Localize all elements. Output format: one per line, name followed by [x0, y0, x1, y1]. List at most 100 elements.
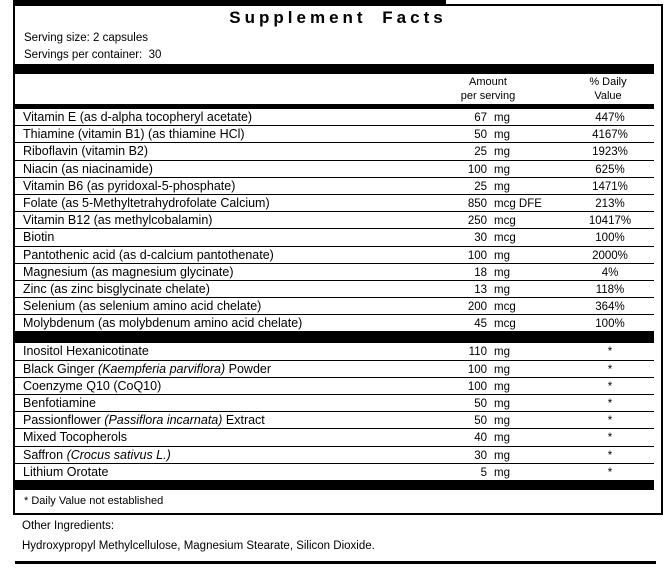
amount-unit: mg — [494, 112, 510, 124]
table-row: Niacin (as niacinamide) 100 mg 625% — [15, 161, 654, 178]
servings-per-container-text: Servings per container: 30 — [24, 49, 162, 61]
amount-value: 850 — [467, 197, 487, 210]
daily-value: 1471% — [592, 180, 628, 193]
amount-unit: mg — [494, 380, 510, 393]
amount-value: 25 — [474, 146, 487, 159]
header-divider-bar — [15, 104, 654, 109]
ingredient-name: Biotin — [23, 230, 55, 245]
ingredient-name: Pantothenic acid (as d-calcium pantothen… — [23, 247, 274, 262]
amount-value: 25 — [474, 180, 487, 193]
table-row: Lithium Orotate 5 mg * — [15, 464, 654, 481]
daily-value: 100% — [595, 318, 625, 331]
nutrient-table-section-2: Inositol Hexanicotinate 110 mg * Black G… — [15, 343, 654, 481]
amount-value: 250 — [467, 215, 487, 228]
daily-value: 4% — [601, 266, 619, 279]
table-row: Thiamine (vitamin B1) (as thiamine HCl) … — [15, 126, 654, 144]
amount-unit: mg — [494, 266, 510, 279]
thick-divider-bar-bottom — [15, 480, 654, 490]
daily-value: 213% — [595, 197, 625, 210]
amount-value: 50 — [474, 415, 487, 428]
supplement-facts-title: Supplement Facts — [229, 8, 447, 27]
amount-value: 100 — [467, 249, 487, 262]
ingredient-name: Mixed Tocopherols — [23, 430, 127, 445]
amount-unit: mcg — [494, 301, 516, 314]
daily-value: 4167% — [592, 129, 628, 142]
ingredient-name: Folate (as 5-Methyltetrahydrofolate Calc… — [23, 195, 270, 210]
amount-unit: mg — [494, 163, 510, 176]
ingredient-name: Magnesium (as magnesium glycinate) — [23, 264, 234, 279]
table-row: Benfotiamine 50 mg * — [15, 395, 654, 413]
ingredient-name: Passionflower (Passiflora incarnata) Ext… — [23, 413, 265, 428]
amount-unit: mg — [494, 432, 510, 445]
table-row: Pantothenic acid (as d-calcium pantothen… — [15, 247, 654, 264]
ingredient-name: Coenzyme Q10 (CoQ10) — [23, 378, 162, 393]
table-row: Vitamin B12 (as methylcobalamin) 250 mcg… — [15, 212, 654, 230]
table-row: Magnesium (as magnesium glycinate) 18 mg… — [15, 264, 654, 281]
thick-divider-bar-top — [15, 64, 654, 74]
ingredient-name: Black Ginger (Kaempferia parviflora) Pow… — [23, 361, 272, 376]
column-header-daily-value-line1: % Daily — [589, 76, 627, 88]
daily-value: * — [607, 432, 613, 445]
amount-value: 200 — [467, 301, 487, 314]
amount-value: 100 — [467, 363, 487, 376]
daily-value: * — [607, 449, 613, 462]
thick-divider-bar-middle — [15, 332, 654, 344]
amount-unit: mg — [494, 180, 510, 193]
daily-value: 625% — [595, 163, 625, 176]
nutrient-table-section-1: Vitamin E (as d-alpha tocopheryl acetate… — [15, 109, 654, 333]
amount-unit: mcg — [494, 318, 516, 331]
serving-size-text: Serving size: 2 capsules — [24, 32, 149, 44]
amount-unit: mcg DFE — [494, 197, 542, 210]
ingredient-name: Saffron (Crocus sativus L.) — [23, 447, 171, 462]
ingredient-name: Selenium (as selenium amino acid chelate… — [23, 299, 262, 314]
daily-value: * — [607, 466, 613, 479]
amount-value: 100 — [467, 380, 487, 393]
amount-value: 30 — [474, 232, 487, 245]
amount-unit: mg — [494, 249, 510, 262]
table-row: Inositol Hexanicotinate 110 mg * — [15, 343, 654, 361]
daily-value: * — [607, 346, 613, 359]
amount-unit: mcg — [494, 232, 516, 245]
ingredient-name: Inositol Hexanicotinate — [23, 344, 149, 359]
column-header-daily-value-line2: Value — [594, 90, 622, 102]
amount-unit: mg — [494, 415, 510, 428]
column-headers: Amount per serving % Daily Value — [15, 74, 661, 104]
ingredient-name: Benfotiamine — [23, 396, 96, 410]
daily-value: 10417% — [588, 215, 632, 228]
amount-unit: mg — [494, 129, 510, 142]
table-row: Vitamin E (as d-alpha tocopheryl acetate… — [15, 109, 654, 127]
amount-value: 50 — [474, 398, 487, 410]
amount-unit: mg — [494, 398, 510, 410]
amount-unit: mg — [494, 146, 510, 159]
table-row: Riboflavin (vitamin B2) 25 mg 1923% — [15, 143, 654, 161]
daily-value: * — [607, 380, 613, 393]
ingredient-name: Lithium Orotate — [23, 464, 109, 479]
top-partial-bar — [13, 0, 446, 5]
table-row: Folate (as 5-Methyltetrahydrofolate Calc… — [15, 195, 654, 213]
table-row: Passionflower (Passiflora incarnata) Ext… — [15, 412, 654, 430]
other-ingredients-text: Hydroxypropyl Methylcellulose, Magnesium… — [22, 540, 375, 552]
daily-value: 364% — [595, 301, 625, 314]
footnote-text: * Daily Value not established — [24, 494, 164, 507]
amount-unit: mcg — [494, 215, 516, 228]
amount-value: 100 — [467, 163, 487, 176]
amount-unit: mg — [494, 363, 510, 376]
bottom-rule — [15, 561, 656, 564]
daily-value: 100% — [595, 232, 625, 245]
ingredient-name: Vitamin B6 (as pyridoxal-5-phosphate) — [23, 178, 236, 193]
table-row: Selenium (as selenium amino acid chelate… — [15, 298, 654, 316]
amount-value: 67 — [474, 112, 487, 124]
ingredient-name: Niacin (as niacinamide) — [23, 161, 153, 176]
amount-value: 5 — [480, 466, 487, 479]
daily-value: * — [607, 398, 613, 410]
daily-value: 2000% — [592, 249, 628, 262]
ingredient-name: Thiamine (vitamin B1) (as thiamine HCl) — [23, 127, 245, 142]
table-row: Mixed Tocopherols 40 mg * — [15, 429, 654, 447]
amount-value: 40 — [474, 432, 487, 445]
table-row: Saffron (Crocus sativus L.) 30 mg * — [15, 447, 654, 464]
ingredient-name: Zinc (as zinc bisglycinate chelate) — [23, 281, 210, 296]
table-row: Biotin 30 mcg 100% — [15, 229, 654, 247]
amount-value: 45 — [474, 318, 487, 331]
amount-value: 50 — [474, 129, 487, 142]
